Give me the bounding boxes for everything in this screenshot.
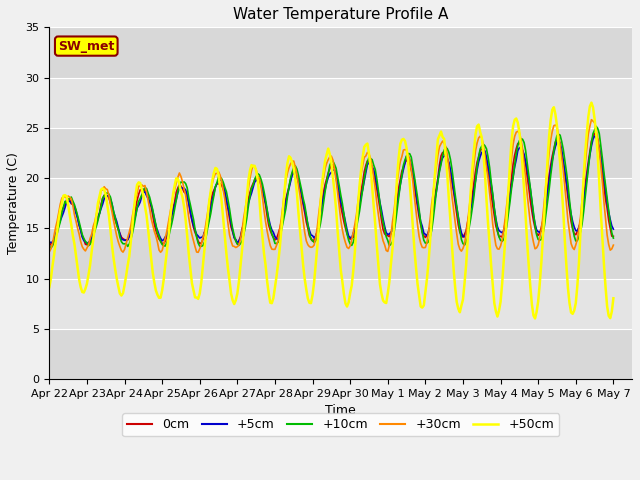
Y-axis label: Temperature (C): Temperature (C): [7, 152, 20, 254]
Bar: [49, 278, 632, 329]
Text: SW_met: SW_met: [58, 39, 115, 53]
Bar: [49, 329, 632, 379]
Bar: [49, 128, 632, 178]
X-axis label: Time: Time: [325, 405, 356, 418]
Legend: 0cm, +5cm, +10cm, +30cm, +50cm: 0cm, +5cm, +10cm, +30cm, +50cm: [122, 413, 559, 436]
Bar: [49, 27, 632, 78]
Bar: [49, 228, 632, 278]
Bar: [49, 178, 632, 228]
Title: Water Temperature Profile A: Water Temperature Profile A: [233, 7, 449, 22]
Bar: [49, 78, 632, 128]
